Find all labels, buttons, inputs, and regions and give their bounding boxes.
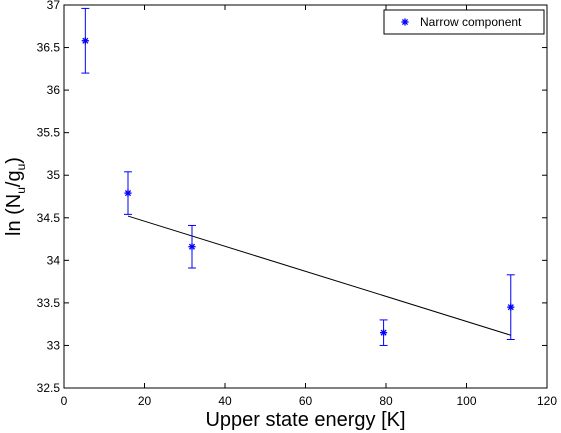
legend-box — [383, 9, 545, 35]
x-tick-label: 40 — [218, 394, 232, 408]
plot-frame — [63, 4, 548, 389]
y-tick-label: 33 — [47, 338, 61, 352]
y-tick-label: 36.5 — [37, 41, 61, 55]
data-point — [188, 243, 196, 251]
x-tick-label: 60 — [299, 394, 313, 408]
data-point — [81, 37, 89, 45]
data-point — [507, 303, 515, 311]
x-tick-label: 80 — [379, 394, 393, 408]
y-tick-label: 34 — [47, 253, 61, 267]
data-point — [379, 329, 388, 337]
y-axis-title-suffix: ) — [3, 157, 25, 164]
data-layer — [81, 7, 515, 346]
y-tick-label: 34.5 — [37, 211, 61, 225]
y-tick-label: 36 — [47, 83, 61, 97]
y-axis-title: ln (Nu/gu) — [3, 157, 28, 236]
y-axis-title-sub2: u — [14, 164, 28, 171]
legend-marker-icon — [401, 18, 409, 26]
y-axis-title-sub1: u — [14, 187, 28, 194]
fit-line — [127, 215, 511, 336]
x-axis-title: Upper state energy [K] — [205, 409, 405, 431]
ticks-layer: 0 20 40 60 80 100 120 32.5 33 33.5 34 34.5 35 35.5 36 3… — [37, 0, 558, 408]
y-tick-label: 35 — [47, 168, 61, 182]
legend-entry-narrow-component: Narrow component — [420, 15, 522, 29]
legend: Narrow component — [383, 9, 545, 35]
fit-layer — [127, 215, 511, 336]
data-point — [124, 189, 132, 197]
legend-marker — [401, 18, 409, 26]
y-tick-label: 33.5 — [37, 296, 61, 310]
y-tick-label: 35.5 — [37, 126, 61, 140]
x-tick-label: 0 — [61, 394, 68, 408]
y-axis-title-mid: /g — [3, 170, 25, 187]
x-tick-label: 100 — [456, 394, 476, 408]
x-tick-label: 20 — [138, 394, 152, 408]
y-axis-title-prefix: ln (N — [3, 194, 25, 236]
y-tick-label: 32.5 — [37, 381, 61, 395]
x-tick-label: 120 — [537, 394, 557, 408]
y-tick-label: 37 — [47, 0, 61, 12]
